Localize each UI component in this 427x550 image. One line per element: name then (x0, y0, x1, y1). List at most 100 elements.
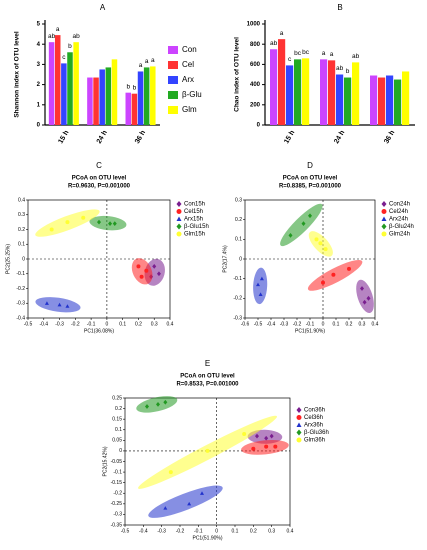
point (97, 219, 101, 225)
confidence-ellipse (253, 267, 268, 305)
bar (378, 77, 386, 125)
y-tick-label: 0 (119, 448, 122, 454)
y-axis-label: PC2(15.42%) (102, 446, 108, 476)
legend-label: Con (182, 45, 197, 54)
legend-label: Cel36h (304, 415, 323, 421)
significance-letter: b (133, 84, 137, 91)
legend-marker (176, 223, 182, 230)
x-tick-label: 15 h (283, 129, 296, 145)
point (318, 241, 323, 246)
bar (73, 42, 79, 125)
point (112, 221, 117, 226)
legend-marker (296, 407, 302, 413)
significance-letter: ab (73, 33, 81, 40)
x-tick-label: 36 h (134, 129, 147, 145)
legend-marker (176, 231, 182, 237)
legend-marker (176, 201, 182, 207)
point (258, 292, 263, 296)
point (308, 213, 312, 219)
panel-label: D (307, 161, 313, 170)
point (323, 247, 328, 252)
point (242, 431, 247, 436)
bar (48, 42, 55, 125)
point (49, 227, 54, 232)
y-tick-label: 0.2 (18, 227, 25, 233)
bar (352, 62, 360, 125)
y-tick-label: -0.1 (113, 469, 122, 475)
point (163, 399, 168, 405)
significance-letter: ab (336, 65, 344, 72)
x-tick-label: 0.4 (287, 528, 294, 534)
significance-letter: b (126, 83, 130, 90)
confidence-ellipse (89, 215, 127, 231)
x-tick-label: -0.4 (39, 321, 48, 327)
x-tick-label: -0.4 (139, 528, 148, 534)
significance-letter: ab (352, 53, 360, 60)
y-tick-label: -0.25 (111, 501, 123, 507)
x-tick-label: -0.2 (71, 321, 80, 327)
legend-marker (381, 223, 387, 230)
legend-label: Arx24h (389, 217, 408, 223)
bar (111, 59, 118, 125)
point (65, 304, 70, 308)
legend-label: Cel15h (184, 209, 203, 215)
legend-marker (381, 216, 387, 221)
x-axis-label: PC1(51.90%) (295, 328, 325, 334)
legend-label: Glm15h (184, 232, 205, 238)
y-tick-label: 0.1 (18, 242, 25, 248)
y-tick-label: -0.3 (16, 301, 25, 307)
point (44, 301, 49, 305)
x-tick-label: 0.3 (268, 528, 275, 534)
bar (270, 49, 278, 125)
panel-label: C (96, 161, 102, 170)
y-tick-label: 200 (250, 102, 261, 108)
legend-label: β-Glu (182, 90, 202, 99)
x-tick-label: 0.3 (151, 321, 158, 327)
legend-label: Con15h (184, 202, 205, 208)
legend-label: Glm24h (389, 232, 410, 238)
y-tick-label: 1000 (247, 22, 261, 28)
x-tick-label: -0.1 (87, 321, 96, 327)
bar (286, 65, 294, 125)
x-axis-label: PC1(51.90%) (192, 535, 222, 541)
significance-letter: a (145, 58, 149, 65)
y-tick-label: -0.1 (16, 271, 25, 277)
legend-label: Arx36h (304, 423, 323, 429)
legend-swatch (168, 91, 178, 99)
panel-label: B (337, 3, 342, 12)
point (156, 271, 161, 277)
legend-label: Cel24h (389, 209, 408, 215)
point (144, 268, 149, 273)
y-tick-label: 0 (257, 123, 261, 129)
confidence-ellipse (131, 258, 153, 285)
bar (278, 39, 286, 125)
point (259, 276, 264, 281)
chart-subtitle: R=0.9630, P=0.001000 (68, 184, 131, 190)
y-tick-label: 0.1 (115, 427, 122, 433)
y-tick-label: 0 (37, 123, 41, 129)
bar (87, 77, 93, 125)
point (163, 506, 168, 510)
bar (99, 69, 105, 125)
legend-label: Con24h (389, 202, 410, 208)
x-tick-label: 0.3 (359, 321, 366, 327)
point (362, 299, 367, 305)
y-tick-label: 0.2 (235, 217, 242, 223)
x-tick-label: 0.1 (333, 321, 340, 327)
x-tick-label: -0.3 (280, 321, 289, 327)
bar (105, 67, 112, 125)
bar (137, 71, 144, 125)
y-axis-label: Shannon index of OTU level (14, 31, 21, 118)
chart-subtitle: R=0.8533, P=0.001000 (176, 382, 239, 388)
legend-marker (381, 231, 387, 237)
bar (143, 67, 150, 125)
legend-label: Glm36h (304, 438, 325, 444)
x-tick-label: 24 h (333, 129, 346, 145)
significance-letter: ab (270, 40, 278, 47)
legend-marker (381, 209, 387, 214)
bar (150, 66, 156, 125)
confidence-ellipse (356, 279, 374, 313)
y-tick-label: -0.35 (111, 522, 123, 528)
legend-marker (296, 437, 302, 443)
